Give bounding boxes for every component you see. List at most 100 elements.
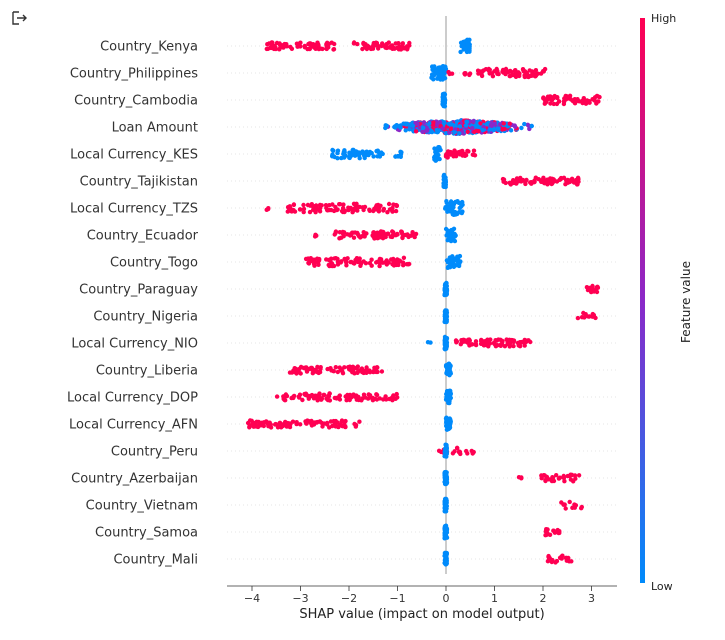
feature-label: Country_Cambodia (74, 94, 198, 109)
shap-point (415, 121, 420, 127)
shap-point (337, 236, 342, 241)
shap-point (508, 128, 514, 133)
shap-point (516, 70, 521, 75)
shap-point (447, 235, 453, 240)
shap-point (340, 371, 346, 376)
shap-point (443, 183, 448, 188)
feature-label: Country_Nigeria (93, 310, 198, 325)
shap-point (440, 77, 445, 82)
colorbar (640, 18, 645, 583)
shap-point (393, 208, 399, 214)
shap-point (444, 346, 449, 351)
shap-point (369, 263, 374, 268)
shap-point (444, 319, 449, 324)
shap-point (557, 530, 562, 536)
shap-point (541, 473, 546, 478)
shap-point (347, 367, 352, 372)
shap-point (269, 45, 274, 51)
shap-point (478, 121, 483, 126)
shap-point (326, 394, 332, 399)
shap-point (591, 313, 597, 318)
shap-point (256, 423, 262, 428)
shap-point (314, 233, 319, 238)
shap-point (337, 423, 342, 428)
shap-point (301, 206, 307, 212)
shap-point (581, 310, 586, 316)
shap-point (552, 93, 557, 99)
shap-point (517, 344, 523, 349)
shap-point (404, 122, 409, 127)
shap-point (512, 68, 518, 73)
shap-point (294, 420, 299, 425)
shap-point (464, 49, 470, 55)
shap-point (429, 75, 434, 80)
shap-point (298, 207, 303, 212)
shap-point (342, 422, 347, 427)
shap-point (374, 392, 379, 397)
shap-point (361, 153, 367, 158)
shap-point (568, 472, 573, 477)
shap-point (332, 420, 337, 426)
shap-point (488, 122, 493, 128)
shap-point (444, 443, 449, 448)
shap-point (564, 178, 569, 183)
shap-point (287, 424, 293, 430)
shap-point (527, 73, 533, 79)
shap-point (328, 258, 333, 264)
shap-point (476, 128, 481, 134)
shap-point (380, 151, 385, 157)
shap-point (391, 263, 397, 268)
shap-point (335, 150, 340, 156)
shap-point (357, 156, 362, 161)
shap-point (536, 177, 541, 182)
shap-point (385, 210, 390, 215)
shap-point (435, 76, 440, 81)
shap-point (291, 202, 297, 207)
shap-point (480, 127, 485, 133)
feature-label: Country_Tajikistan (80, 175, 198, 190)
shap-point (314, 204, 319, 209)
shap-point (305, 46, 310, 52)
shap-point (442, 505, 447, 511)
shap-point (595, 285, 601, 290)
shap-point (455, 255, 460, 260)
shap-point (563, 506, 568, 511)
shap-point (434, 157, 439, 163)
shap-point (342, 365, 347, 370)
shap-point (290, 419, 296, 424)
shap-point (554, 558, 560, 564)
shap-point (484, 122, 489, 127)
shap-point (351, 235, 357, 240)
shap-point (473, 342, 479, 348)
shap-point (318, 419, 323, 424)
shap-point (264, 207, 269, 212)
shap-point (438, 69, 443, 75)
shap-point (327, 203, 332, 208)
shap-point (309, 43, 314, 48)
shap-point (443, 179, 448, 185)
shap-point (442, 334, 448, 340)
shap-point (412, 234, 417, 240)
shap-point (353, 257, 358, 263)
shap-point (446, 368, 451, 373)
shap-point (410, 123, 415, 128)
shap-point (496, 126, 501, 131)
shap-point (445, 209, 450, 214)
shap-point (522, 343, 527, 348)
shap-point (507, 73, 512, 79)
shap-point (331, 148, 336, 153)
shap-point (444, 287, 449, 292)
data-points (245, 37, 602, 567)
shap-point (309, 418, 314, 424)
shap-point (470, 152, 475, 157)
feature-label: Country_Paraguay (79, 283, 198, 298)
shap-point (369, 257, 374, 262)
shap-point (315, 40, 320, 45)
feature-label: Local Currency_DOP (67, 391, 198, 406)
shap-point (340, 205, 346, 211)
output-arrow-icon[interactable] (10, 8, 30, 28)
shap-point (445, 389, 451, 394)
shap-point (370, 233, 375, 238)
x-tick-label: 3 (588, 592, 595, 605)
shap-point (519, 475, 524, 480)
